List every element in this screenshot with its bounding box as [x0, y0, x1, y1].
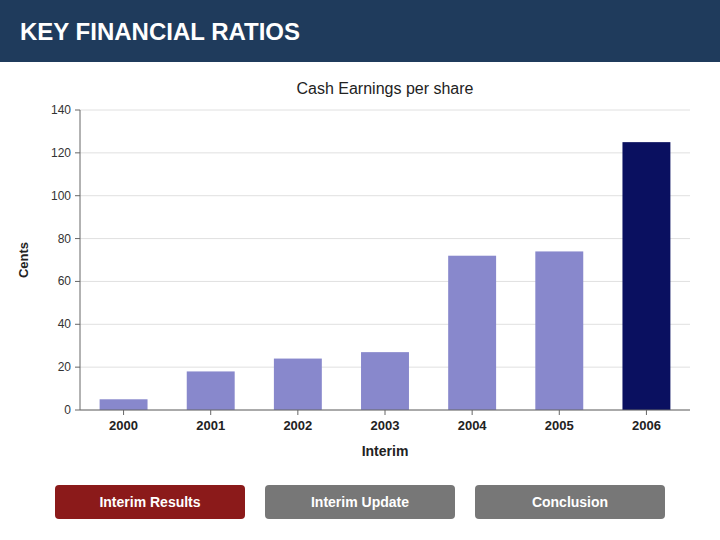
grid-line — [80, 195, 690, 196]
nav-button-label[interactable]: Interim Update — [311, 494, 409, 510]
bar — [274, 359, 322, 410]
x-tick-label: 2000 — [109, 418, 138, 433]
x-tick — [123, 410, 124, 415]
y-tick-label: 120 — [51, 146, 71, 160]
bar — [448, 256, 496, 410]
grid-line — [80, 152, 690, 153]
grid-line — [80, 324, 690, 325]
grid-line — [80, 281, 690, 282]
y-tick — [75, 324, 80, 325]
x-tick — [385, 410, 386, 415]
x-tick-label: 2001 — [196, 418, 225, 433]
y-tick — [75, 410, 80, 411]
nav-button-bg[interactable] — [475, 485, 665, 519]
y-tick-label: 100 — [51, 189, 71, 203]
nav-button[interactable]: Interim Results — [55, 485, 245, 519]
header-bar — [0, 0, 720, 62]
y-tick-label: 40 — [58, 317, 72, 331]
x-tick-label: 2006 — [632, 418, 661, 433]
x-tick — [559, 410, 560, 415]
x-tick — [646, 410, 647, 415]
grid-line — [80, 110, 690, 111]
x-tick-label: 2004 — [458, 418, 488, 433]
nav-button-bg[interactable] — [265, 485, 455, 519]
bar — [535, 251, 583, 410]
nav-button-label[interactable]: Interim Results — [99, 494, 200, 510]
chart-svg: KEY FINANCIAL RATIOS Cash Earnings per sh… — [0, 0, 720, 540]
y-axis-line — [80, 110, 81, 410]
nav-button-bg[interactable] — [55, 485, 245, 519]
x-tick-label: 2005 — [545, 418, 574, 433]
bar — [187, 371, 235, 410]
nav-button[interactable]: Conclusion — [475, 485, 665, 519]
y-tick — [75, 281, 80, 282]
y-axis-label: Cents — [16, 242, 31, 278]
y-tick-label: 60 — [58, 274, 72, 288]
y-tick — [75, 152, 80, 153]
y-tick — [75, 367, 80, 368]
bar — [622, 142, 670, 410]
x-tick-label: 2003 — [371, 418, 400, 433]
grid — [80, 110, 690, 410]
x-tick — [472, 410, 473, 415]
y-tick-label: 0 — [64, 403, 71, 417]
y-tick-label: 80 — [58, 232, 72, 246]
x-tick — [210, 410, 211, 415]
nav-button-label[interactable]: Conclusion — [532, 494, 608, 510]
nav-button[interactable]: Interim Update — [265, 485, 455, 519]
chart-title: Cash Earnings per share — [297, 80, 474, 97]
x-tick — [297, 410, 298, 415]
y-tick — [75, 110, 80, 111]
y-tick-label: 20 — [58, 360, 72, 374]
y-tick — [75, 238, 80, 239]
bars — [100, 142, 671, 410]
grid-line — [80, 238, 690, 239]
bar — [361, 352, 409, 410]
x-tick-label: 2002 — [283, 418, 312, 433]
x-axis-label: Interim — [362, 443, 409, 459]
y-tick — [75, 195, 80, 196]
page-title: KEY FINANCIAL RATIOS — [20, 18, 300, 45]
y-tick-label: 140 — [51, 103, 71, 117]
bar — [100, 399, 148, 410]
